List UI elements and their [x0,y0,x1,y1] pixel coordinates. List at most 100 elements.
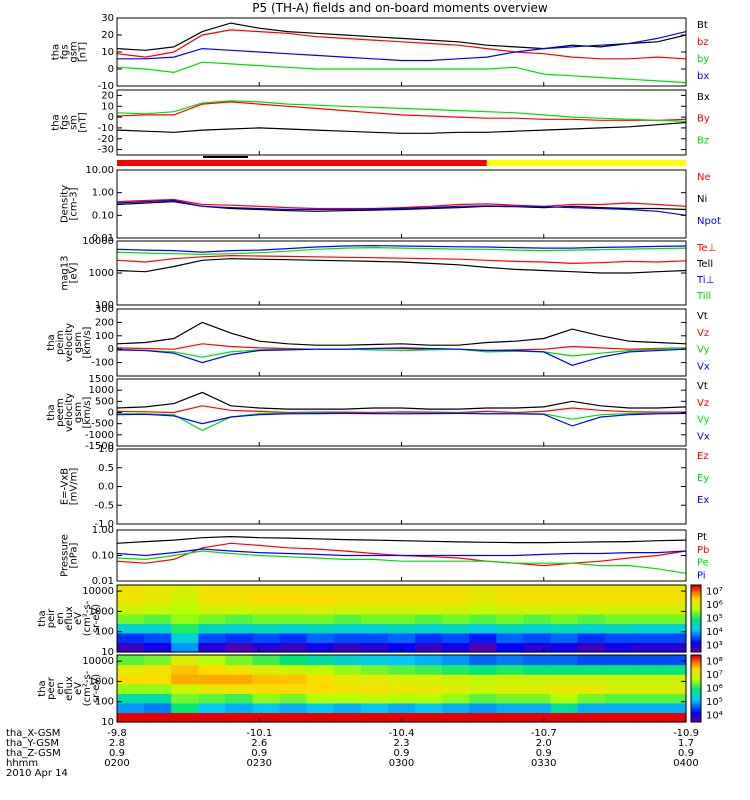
y-tick-label: 1000 [89,385,114,396]
heatmap-cell [171,642,199,653]
colorbar-step [691,706,701,710]
heatmap-cell [577,702,606,714]
heatmap-cell [144,712,172,723]
y-axis-label: en [55,612,66,625]
colorbar-step [691,634,701,637]
x-axis-row-label: tha_X-GSM [6,728,60,739]
heatmap-cell [279,613,308,624]
colorbar-step [691,609,701,613]
y-tick-label: 10000 [82,656,114,667]
mode-segment [117,160,487,166]
y-tick-label: 1000 [89,676,114,687]
heatmap-cell [442,604,470,615]
x-axis-value: 0400 [673,758,698,769]
heatmap-cell [333,655,362,666]
x-axis-value: 2.3 [394,738,410,749]
heatmap-cell [523,655,552,666]
colorbar-step [691,602,701,606]
colorbar-step [691,697,701,701]
x-axis-value: 2.8 [109,738,125,749]
heatmap-cell [306,693,335,704]
legend-entry: Bt [697,20,708,31]
heatmap-cell [144,613,172,624]
series-line [116,29,687,60]
heatmap-cell [306,712,335,723]
heatmap-cell [333,613,362,624]
heatmap-cell [442,693,470,704]
series-line [116,391,687,410]
heatmap-cell [225,604,254,615]
heatmap-cell [415,623,443,634]
panel-frame [116,17,687,87]
colorbar-step [691,591,701,595]
heatmap-cell [523,693,552,704]
series-line [116,343,687,352]
y-tick-label: 10 [101,717,114,728]
heatmap-cell [496,693,525,704]
colorbar-step [691,717,701,721]
heatmap-cell [387,655,416,666]
colorbar-label: 10⁴ [706,710,723,721]
heatmap-cell [658,683,687,694]
x-axis-value: 2.0 [536,738,552,749]
heatmap-cell [658,632,687,644]
y-tick-label: -10 [98,123,114,134]
colorbar-step [691,670,701,674]
heatmap-cell [469,683,497,694]
heatmap-cell [198,585,226,596]
heatmap-cell [604,594,633,605]
heatmap-cell [496,664,525,675]
x-axis-value: 0.9 [109,748,125,759]
heatmap-cell [225,712,254,723]
colorbar-step [691,645,701,649]
legend-entry: By [697,114,710,125]
series-line [116,535,687,544]
y-tick-label: 0 [108,112,114,123]
heatmap-cell [550,623,579,634]
y-tick-label: 0 [108,64,114,75]
heatmap-cell [252,674,281,685]
heatmap-cell [496,642,525,653]
heatmap-cell [604,585,633,596]
heatmap-cell [658,712,687,723]
legend-entry: bx [697,71,709,82]
heatmap-cell [306,674,335,685]
heatmap-cell [117,702,145,714]
y-axis-label: sr-eV) [91,604,102,633]
colorbar-step [691,715,701,719]
heatmap-cell [360,655,389,666]
x-axis-value: 0230 [247,758,272,769]
heatmap-cell [415,594,443,605]
heatmap-cell [631,585,660,596]
heatmap-cell [117,693,145,704]
colorbar-step [691,625,701,628]
heatmap-cell [387,683,416,694]
heatmap-cell [117,642,145,653]
legend-entry: Vz [697,328,709,339]
heatmap-cell [523,632,552,644]
heatmap-cell [631,712,660,723]
heatmap-cell [658,604,687,615]
heatmap-cell [171,655,199,666]
y-tick-label: 0.10 [92,210,114,221]
heatmap-cell [577,623,606,634]
y-tick-label: -10 [98,81,114,92]
colorbar-label: 10⁶ [706,600,723,611]
y-axis-label: eV [73,612,84,625]
heatmap-cell [387,632,416,644]
colorbar-step [691,636,701,640]
y-tick-label: 10 [101,647,114,658]
heatmap-cell [333,702,362,714]
heatmap-cell [523,702,552,714]
heatmap-cell [117,712,145,723]
heatmap-cell [117,664,145,675]
heatmap-cell [171,623,199,634]
y-axis-label: peer [46,676,57,700]
heatmap-cell [225,642,254,653]
y-axis-label: tha [51,114,62,130]
series-line [116,347,687,366]
colorbar-step [691,649,701,653]
heatmap-cell [144,674,172,685]
colorbar-step [691,605,701,608]
y-axis-label: tha [37,610,48,626]
